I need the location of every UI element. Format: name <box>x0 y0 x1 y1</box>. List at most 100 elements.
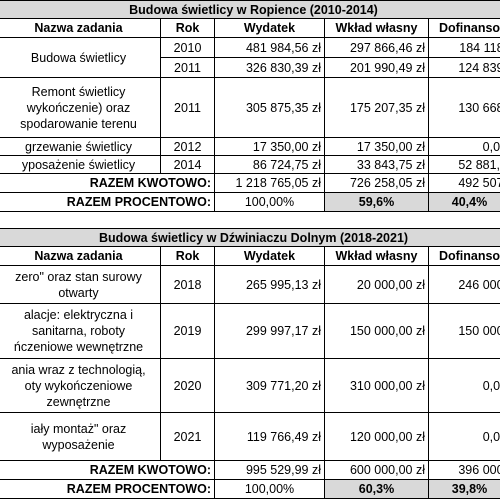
task-name: Remont świetlicy wykończenie) oraz spodaro… <box>0 77 161 138</box>
column-header: Wydatek <box>214 18 325 38</box>
column-header: Wkład własny <box>324 18 429 38</box>
cofunding: 150 000, <box>427 303 500 359</box>
year: 2021 <box>160 412 215 461</box>
cofunding: 0,00 <box>427 358 500 413</box>
cofunding: 130 668, <box>428 77 500 138</box>
name-line: zero" oraz stan surowy <box>15 269 142 284</box>
task-name: alacje: elektryczna i sanitarna, roboty ńc… <box>0 303 161 359</box>
column-header: Nazwa zadania <box>0 246 161 266</box>
column-header: Rok <box>160 246 215 266</box>
name-line: alacje: elektryczna i <box>23 308 134 322</box>
name-line: iały montaż" oraz <box>30 421 127 436</box>
task-name: yposażenie świetlicy <box>0 155 161 174</box>
expense: 309 771,20 zł <box>214 358 325 413</box>
data-table: Budowa świetlicy w Ropience (2010-2014) N… <box>0 0 500 212</box>
data-row: grzewanie świetlicy 2012 17 350,00 zł 17 35… <box>0 137 500 156</box>
expense: 265 995,13 zł <box>214 265 325 304</box>
task-name: zero" oraz stan surowy otwarty <box>0 265 161 304</box>
data-row: yposażenie świetlicy 2014 86 724,75 zł 33 8… <box>0 155 500 174</box>
header-row: Nazwa zadania Rok Wydatek Wkład własny Dofin… <box>0 18 500 38</box>
data-row: zero" oraz stan surowy otwarty 2018 265 995… <box>0 265 500 304</box>
data-row: iały montaż" oraz wyposażenie 2021 119 766,… <box>0 412 500 461</box>
percent-own: 59,6% <box>324 192 429 212</box>
data-row: Budowa świetlicy 2010 481 984,56 zł 297 866… <box>0 37 500 78</box>
year: 2018 <box>160 265 215 304</box>
cofunding: 184 118, <box>428 37 500 58</box>
year: 2012 <box>160 137 215 156</box>
table-title: Budowa świetlicy w Ropience (2010-2014) <box>0 0 500 19</box>
column-header: Dofinanso <box>427 246 500 266</box>
name-line: otwarty <box>58 285 99 300</box>
column-header: Wydatek <box>214 246 325 266</box>
column-header: Wkład własny <box>324 246 429 266</box>
total-own: 600 000,00 zł <box>324 460 429 480</box>
year: 2010 <box>160 37 215 58</box>
cofunding: 0,00 <box>428 137 500 156</box>
total-expense: 1 218 765,05 zł <box>214 173 325 193</box>
percent-label: RAZEM PROCENTOWO: <box>0 192 215 212</box>
expense: 326 830,39 zł <box>214 57 325 78</box>
task-name: grzewanie świetlicy <box>0 137 161 156</box>
name-line: yposażenie świetlicy <box>21 157 136 172</box>
name-line: Remont świetlicy <box>31 84 126 99</box>
name-line: Budowa świetlicy <box>30 50 127 65</box>
name-line: wyposażenie <box>42 437 115 452</box>
task-name: Budowa świetlicy <box>0 37 161 78</box>
data-table: Budowa świetlicy w Dźwiniaczu Dolnym (20… <box>0 228 500 499</box>
expense: 86 724,75 zł <box>214 155 325 174</box>
own-contribution: 310 000,00 zł <box>324 358 429 413</box>
cofunding: 52 881,0 <box>428 155 500 174</box>
total-cofund: 492 507, <box>428 173 500 193</box>
percent-cofund: 40,4% <box>428 192 500 212</box>
expense: 119 766,49 zł <box>214 412 325 461</box>
cofunding: 246 000, <box>427 265 500 304</box>
name-line: grzewanie świetlicy <box>25 139 132 154</box>
total-cofund: 396 000, <box>427 460 500 480</box>
total-expense: 995 529,99 zł <box>214 460 325 480</box>
total-percent-row: RAZEM PROCENTOWO: 100,00% 60,3% 39,8% <box>0 479 500 499</box>
expense: 481 984,56 zł <box>214 37 325 58</box>
own-contribution: 201 990,49 zł <box>324 57 429 78</box>
percent-expense: 100,00% <box>214 479 325 499</box>
total-percent-row: RAZEM PROCENTOWO: 100,00% 59,6% 40,4% <box>0 192 500 212</box>
percent-expense: 100,00% <box>214 192 325 212</box>
year: 2019 <box>160 303 215 359</box>
total-own: 726 258,05 zł <box>324 173 429 193</box>
expense: 299 997,17 zł <box>214 303 325 359</box>
table-title: Budowa świetlicy w Dźwiniaczu Dolnym (20… <box>0 228 500 247</box>
name-line: ania wraz z technologią, <box>11 362 146 377</box>
cofunding: 0,00 <box>427 412 500 461</box>
year: 2020 <box>160 358 215 413</box>
own-contribution: 297 866,46 zł <box>324 37 429 58</box>
name-line: sanitarna, roboty <box>31 324 126 338</box>
header-row: Nazwa zadania Rok Wydatek Wkład własny Dofin… <box>0 246 500 266</box>
title-row: Budowa świetlicy w Dźwiniaczu Dolnym (20… <box>0 228 500 247</box>
name-line: ńczeniowe wewnętrzne <box>13 340 144 354</box>
own-contribution: 120 000,00 zł <box>324 412 429 461</box>
percent-own: 60,3% <box>324 479 429 499</box>
percent-label: RAZEM PROCENTOWO: <box>0 479 215 499</box>
data-row: alacje: elektryczna i sanitarna, roboty ńc… <box>0 303 500 359</box>
task-name: ania wraz z technologią, oty wykończeniow… <box>0 358 161 413</box>
name-line: zewnętrzne <box>46 394 111 409</box>
column-header: Nazwa zadania <box>0 18 161 38</box>
total-amount-row: RAZEM KWOTOWO: 995 529,99 zł 600 000,00 zł… <box>0 460 500 480</box>
year: 2011 <box>160 57 215 78</box>
total-label: RAZEM KWOTOWO: <box>0 460 215 480</box>
name-line: wykończenie) oraz <box>26 100 131 115</box>
task-name: iały montaż" oraz wyposażenie <box>0 412 161 461</box>
title-row: Budowa świetlicy w Ropience (2010-2014) <box>0 0 500 19</box>
own-contribution: 17 350,00 zł <box>324 137 429 156</box>
cofunding: 124 839, <box>428 57 500 78</box>
total-amount-row: RAZEM KWOTOWO: 1 218 765,05 zł 726 258,05 … <box>0 173 500 193</box>
name-line: spodarowanie terenu <box>20 116 137 131</box>
data-row: ania wraz z technologią, oty wykończeniow… <box>0 358 500 413</box>
percent-cofund: 39,8% <box>427 479 500 499</box>
column-header: Rok <box>160 18 215 38</box>
data-row: Remont świetlicy wykończenie) oraz spodaro… <box>0 77 500 138</box>
total-label: RAZEM KWOTOWO: <box>0 173 215 193</box>
expense: 305 875,35 zł <box>214 77 325 138</box>
expense: 17 350,00 zł <box>214 137 325 156</box>
own-contribution: 175 207,35 zł <box>324 77 429 138</box>
